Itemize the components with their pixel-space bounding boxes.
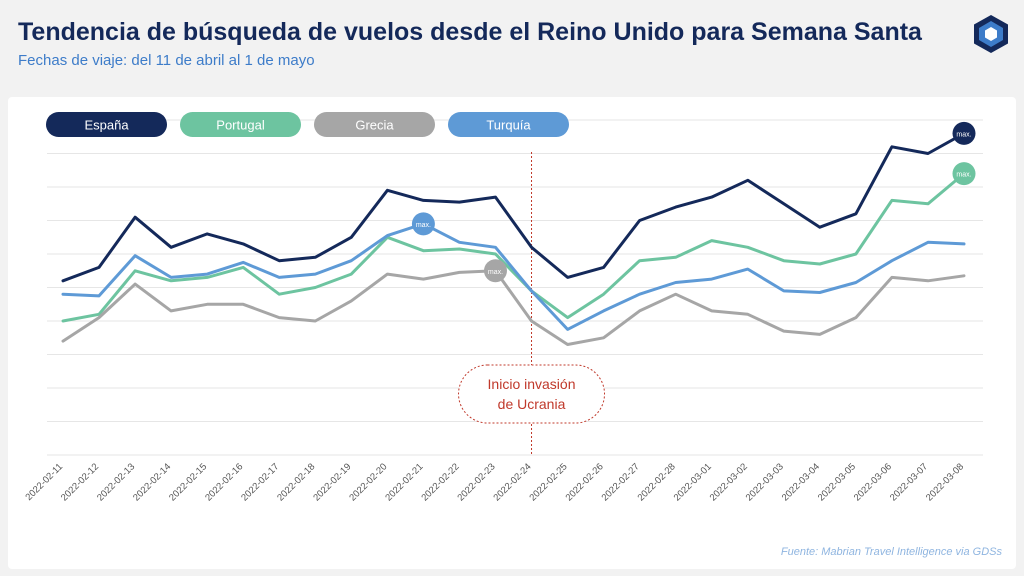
- legend-item-grecia: [314, 112, 435, 137]
- legend-item-turquia: [448, 112, 569, 137]
- page-subtitle: Fechas de viaje: del 11 de abril al 1 de…: [18, 52, 315, 69]
- x-tick-label: 2022-02-26: [564, 461, 606, 503]
- x-tick-label: 2022-02-27: [600, 461, 642, 503]
- x-tick-label: 2022-02-22: [419, 461, 461, 503]
- annotation-label-line1: Inicio invasión: [488, 376, 576, 392]
- max-marker-label-portugal: max.: [956, 172, 971, 179]
- brand-logo-icon: [974, 15, 1008, 53]
- x-tick-label: 2022-02-19: [311, 461, 353, 503]
- x-tick-label: 2022-03-08: [924, 461, 966, 503]
- x-tick-label: 2022-03-06: [852, 461, 894, 503]
- legend-label-grecia: Grecia: [355, 118, 394, 133]
- x-tick-label: 2022-02-15: [167, 461, 209, 503]
- annotation-label-line2: de Ucrania: [498, 396, 566, 412]
- x-tick-label: 2022-02-23: [455, 461, 497, 503]
- series-line-españa: [61, 131, 966, 283]
- x-tick-label: 2022-02-14: [131, 461, 173, 503]
- max-marker-turquia: [411, 212, 435, 236]
- max-marker-label-españa: max.: [956, 131, 971, 138]
- max-marker-grecia: [483, 259, 507, 283]
- x-tick-label: 2022-02-24: [491, 461, 533, 503]
- source-note: Fuente: Mabrian Travel Intelligence via …: [780, 546, 1002, 558]
- x-tick-label: 2022-02-12: [59, 461, 101, 503]
- max-marker-label-grecia: max.: [488, 269, 503, 276]
- legend-label-españa: España: [84, 118, 129, 133]
- x-tick-label: 2022-03-04: [780, 461, 822, 503]
- chart-card: [8, 97, 1016, 569]
- page-title: Tendencia de búsqueda de vuelos desde el…: [18, 18, 922, 46]
- max-marker-españa: [952, 121, 976, 145]
- x-tick-label: 2022-03-03: [744, 461, 786, 503]
- legend-item-portugal: [180, 112, 301, 137]
- x-tick-label: 2022-02-18: [275, 461, 317, 503]
- x-tick-label: 2022-02-28: [636, 461, 678, 503]
- legend-label-turquia: Turquía: [486, 118, 531, 133]
- x-tick-label: 2022-03-07: [888, 461, 930, 503]
- max-marker-label-turquia: max.: [416, 222, 431, 229]
- x-tick-label: 2022-02-13: [95, 461, 137, 503]
- series-line-portugal: [61, 172, 966, 323]
- series-line-grecia: [61, 269, 966, 346]
- x-tick-label: 2022-03-02: [708, 461, 750, 503]
- x-tick-label: 2022-02-21: [383, 461, 425, 503]
- x-tick-label: 2022-02-20: [347, 461, 389, 503]
- max-marker-portugal: [952, 162, 976, 186]
- x-tick-label: 2022-02-16: [203, 461, 245, 503]
- series-line-turquia: [61, 222, 966, 331]
- legend-label-portugal: Portugal: [216, 118, 265, 133]
- x-tick-label: 2022-02-25: [528, 461, 570, 503]
- x-tick-label: 2022-02-17: [239, 461, 281, 503]
- legend-item-españa: [46, 112, 167, 137]
- x-tick-label: 2022-03-05: [816, 461, 858, 503]
- x-tick-label: 2022-03-01: [672, 461, 714, 503]
- annotation-box: [458, 364, 606, 424]
